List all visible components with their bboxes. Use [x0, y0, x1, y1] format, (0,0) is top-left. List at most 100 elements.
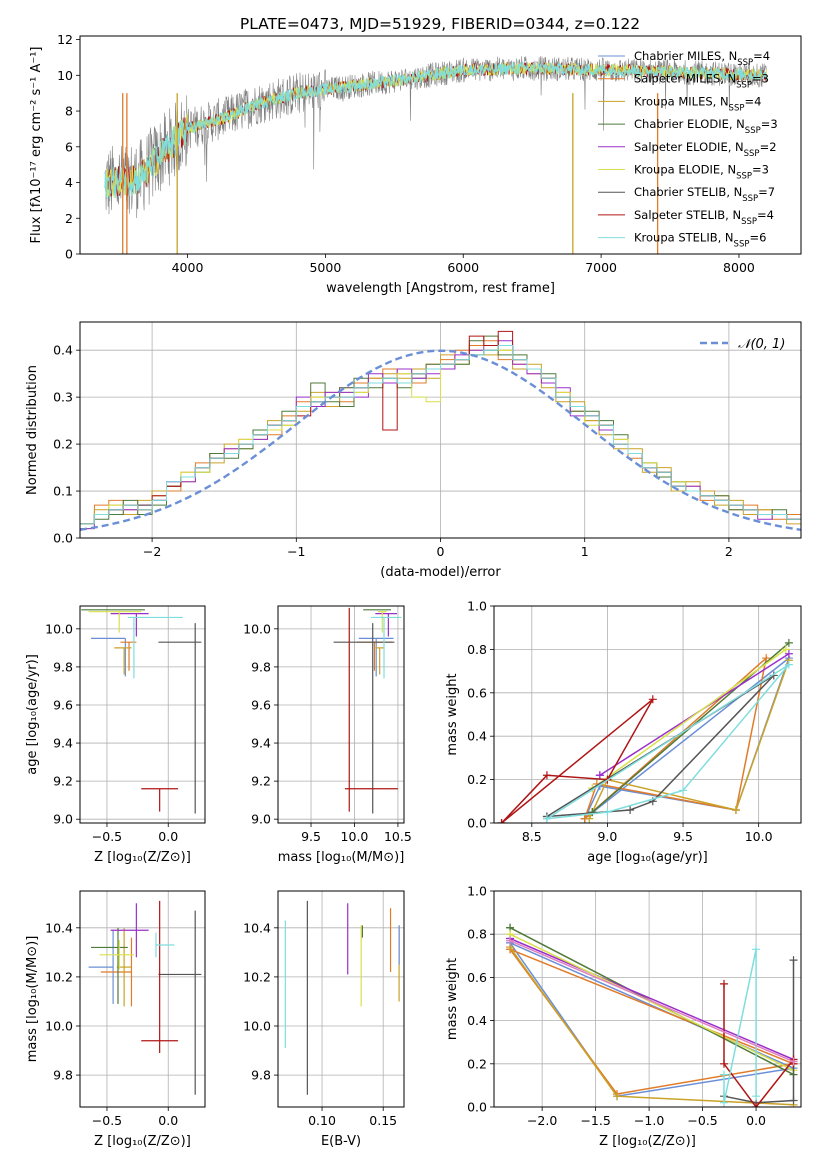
axes-frame	[79, 605, 206, 824]
y-tick-label: 9.6	[53, 697, 73, 712]
legend-label: Kroupa STELIB, NSSP=6	[634, 231, 766, 250]
legend-label: Kroupa ELODIE, NSSP=3	[634, 163, 769, 182]
x-tick-label: 10.0	[745, 829, 773, 844]
plot-area	[333, 607, 402, 814]
weight-marker-kroupa-stelib	[679, 786, 688, 795]
y-tick-label: 0.1	[53, 484, 73, 499]
y-tick-label: 10.4	[45, 920, 73, 935]
y-tick-label: 0	[65, 247, 73, 262]
y-tick-label: 0.6	[467, 685, 487, 700]
y-tick-label: 0.8	[467, 642, 487, 657]
x-tick-label: 0.10	[308, 1113, 336, 1128]
y-tick-label: 9.4	[251, 736, 271, 751]
x-tick-label: 4000	[172, 260, 204, 275]
plot-area	[81, 609, 202, 814]
y-axis-label: Flux [fλ10⁻¹⁷ erg cm⁻² s⁻¹ A⁻¹]	[29, 47, 44, 244]
axes-frame	[79, 890, 206, 1108]
x-axis-label: wavelength [Angstrom, rest frame]	[326, 281, 555, 296]
y-tick-label: 0.4	[467, 729, 487, 744]
x-tick-label: 8000	[723, 260, 755, 275]
y-tick-label: 9.0	[251, 812, 271, 827]
y-tick-label: 9.2	[53, 774, 73, 789]
y-tick-label: 2	[65, 211, 73, 226]
y-tick-label: 0.4	[467, 1013, 487, 1028]
panel-massweight_vs_Z: −2.0 −1.5 −1.0 −0.5 0.0 0.0 0.2 0.4 0.6 0.8 1.0 Z […	[445, 884, 802, 1149]
plot-area	[284, 900, 400, 1095]
weight-marker-salpeter-stelib	[648, 695, 657, 704]
x-tick-label: 1	[581, 544, 589, 559]
weight-marker-salpeter-elodie	[595, 771, 604, 780]
x-axis-label: E(B-V)	[321, 1134, 361, 1149]
weight-marker-chabrier-stelib	[626, 805, 635, 814]
y-tick-label: 9.0	[53, 812, 73, 827]
y-tick-label: 10.0	[243, 621, 271, 636]
y-tick-label: 1.0	[467, 884, 487, 899]
panel-age_vs_Z: −0.5 0.0 9.0 9.2 9.4 9.6 9.8 10.0 Z [log₁₀(Z/Z⊙)…	[25, 605, 206, 865]
panel-age_vs_mass: 9.5 10.0 10.5 9.0 9.2 9.4 9.6 9.8 10.0 mass [log₁…	[243, 605, 412, 865]
legend-label: Chabrier STELIB, NSSP=7	[634, 185, 775, 204]
x-tick-label: 5000	[309, 260, 341, 275]
x-tick-label: 0.0	[746, 1113, 766, 1128]
x-axis-label: mass [log₁₀(M/M⊙)]	[278, 850, 405, 865]
weight-marker-chabrier-elodie	[784, 638, 793, 647]
x-tick-label: −1.0	[634, 1113, 664, 1128]
legend-label: Kroupa MILES, NSSP=4	[634, 94, 761, 113]
x-tick-label: 0.0	[158, 1113, 178, 1128]
y-tick-label: 0.0	[467, 816, 487, 831]
weight-marker-kroupa-stelib	[752, 945, 761, 954]
legend-label: 𝒩(0, 1)	[738, 337, 785, 352]
weight-line-kroupa-miles	[588, 660, 790, 820]
weight-line-chabrier-miles	[509, 942, 797, 1098]
y-tick-label: 0.4	[53, 343, 73, 358]
weight-line-pink	[509, 940, 794, 1063]
x-axis-label: age [log₁₀(age/yr)]	[587, 850, 708, 865]
x-tick-label: 0.0	[158, 829, 178, 844]
normal-curve	[80, 349, 801, 531]
weight-marker-pink	[506, 936, 515, 945]
x-axis-label: Z [log₁₀(Z/Z⊙)]	[94, 850, 191, 865]
weight-marker-salpeter-stelib	[752, 1103, 761, 1107]
x-axis-label: Z [log₁₀(Z/Z⊙)]	[599, 1134, 696, 1149]
y-axis-label: mass weight	[445, 673, 460, 755]
y-tick-label: 0.8	[467, 927, 487, 942]
axes-frame	[79, 35, 802, 255]
y-axis-label: age [log₁₀(age/yr)]	[25, 654, 40, 775]
weight-marker-kroupa-elodie	[781, 645, 790, 654]
weight-line-kroupa-elodie	[591, 648, 787, 789]
y-tick-label: 10	[57, 68, 73, 83]
x-tick-label: 9.5	[673, 829, 693, 844]
x-tick-label: 0	[437, 544, 445, 559]
y-tick-label: 10.4	[243, 920, 271, 935]
weight-line-salpeter-elodie	[509, 937, 794, 1061]
y-tick-label: 9.8	[53, 1068, 73, 1083]
spectrum-data-line	[104, 56, 767, 219]
panel-spectrum: 4000 5000 6000 7000 8000 0 2 4 6 8 10 12 wavelength …	[29, 32, 802, 296]
weight-line-kroupa-stelib	[546, 663, 790, 820]
x-tick-label: 9.0	[597, 829, 617, 844]
x-tick-label: −0.5	[92, 829, 122, 844]
y-tick-label: 0.0	[53, 531, 73, 546]
y-tick-label: 10.0	[243, 1019, 271, 1034]
weight-line-kroupa-stelib	[723, 949, 757, 1103]
x-tick-label: −1	[287, 544, 305, 559]
x-tick-label: 9.5	[301, 829, 321, 844]
y-tick-label: 4	[65, 175, 73, 190]
weight-line-chabrier-stelib	[723, 960, 795, 1104]
axes-frame	[493, 890, 802, 1108]
axes-frame	[277, 605, 405, 824]
y-tick-label: 10.0	[45, 621, 73, 636]
y-tick-label: 10.2	[45, 969, 73, 984]
model-line-kroupa-stelib	[104, 61, 767, 200]
x-tick-label: −0.5	[687, 1113, 717, 1128]
weight-marker-salpeter-stelib	[497, 819, 506, 823]
x-axis-label: (data-model)/error	[380, 565, 501, 580]
x-tick-label: −2	[143, 544, 161, 559]
y-tick-label: 9.8	[53, 659, 73, 674]
weight-marker-salpeter-stelib	[719, 1059, 728, 1068]
legend-label: Salpeter ELODIE, NSSP=2	[634, 140, 777, 159]
weight-marker-chabrier-stelib	[789, 1096, 798, 1105]
x-tick-label: 7000	[585, 260, 617, 275]
y-tick-label: 0.2	[467, 772, 487, 787]
plot-area	[506, 923, 798, 1107]
y-tick-label: 9.6	[251, 697, 271, 712]
